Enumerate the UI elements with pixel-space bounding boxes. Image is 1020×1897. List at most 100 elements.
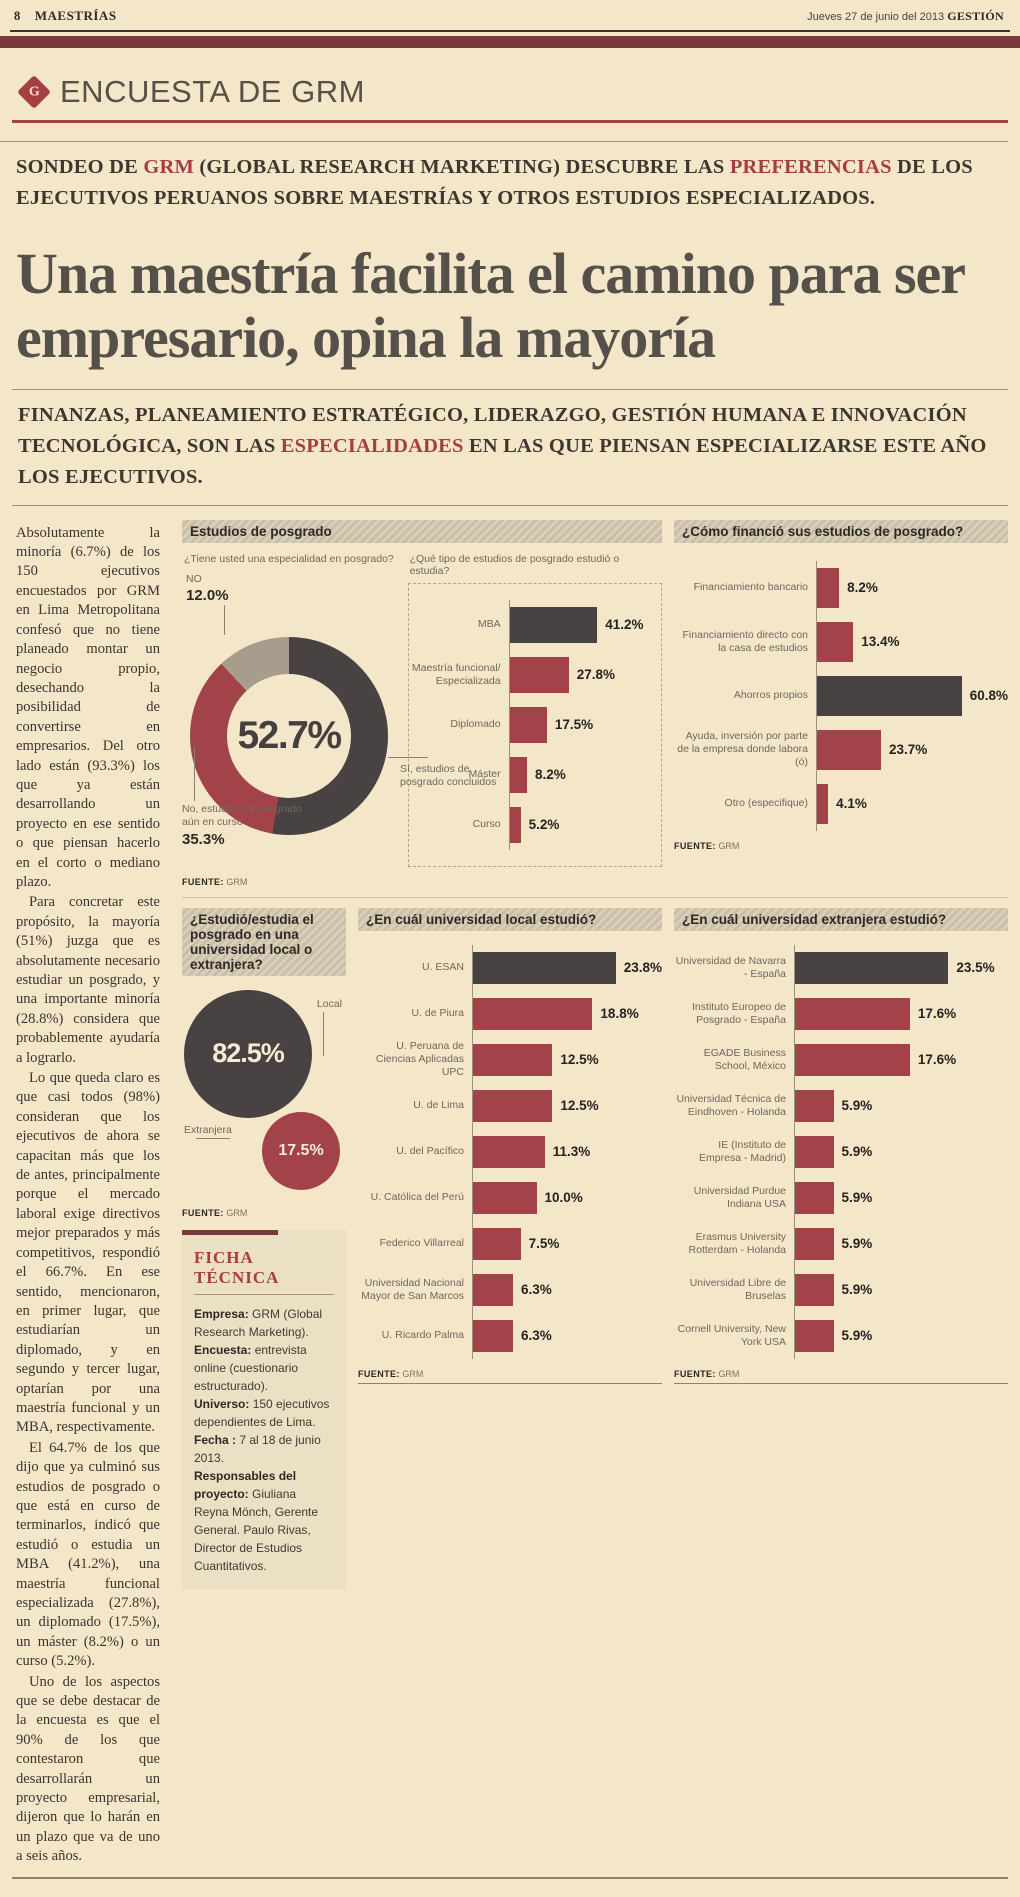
- bar-label: Máster: [468, 768, 501, 781]
- bar-label: U. Peruana de Ciencias Aplicadas UPC: [375, 1039, 464, 1079]
- page-bottom-rule: [12, 1876, 1008, 1879]
- panel-estudios-posgrado: Estudios de posgrado ¿Tiene usted una es…: [182, 519, 662, 887]
- bar-label: U. del Pacífico: [396, 1145, 464, 1158]
- connector-line: [194, 746, 195, 801]
- bar-label: Otro (especifique): [724, 797, 808, 810]
- bar-track: 23.5%: [794, 944, 1008, 991]
- bar-label: Financiamiento directo con la casa de es…: [682, 628, 808, 654]
- section-banner: G ENCUESTA DE GRM: [17, 74, 1020, 110]
- bar: [473, 1273, 514, 1306]
- bar-track: 6.3%: [472, 1266, 662, 1313]
- bar-row: Universidad Técnica de Eindhoven - Holan…: [674, 1082, 1008, 1129]
- ficha-row: Fecha : 7 al 18 de junio 2013.: [194, 1432, 321, 1465]
- bar-track: 12.5%: [472, 1036, 662, 1083]
- charts-row-1: Estudios de posgrado ¿Tiene usted una es…: [182, 519, 1008, 898]
- bar-track: 27.8%: [508, 649, 651, 700]
- panel-title: ¿Cómo financió sus estudios de posgrado?: [674, 519, 1008, 543]
- bar-track: 8.2%: [508, 749, 651, 800]
- date-masthead: Jueves 27 de junio del 2013 GESTIÓN: [807, 9, 1004, 24]
- masthead: GESTIÓN: [947, 9, 1004, 23]
- ficha-tecnica: FICHA TÉCNICA Empresa: GRM (Global Resea…: [182, 1229, 346, 1589]
- bar-track: 5.9%: [794, 1266, 1008, 1313]
- ficha-row: Universo: 150 ejecutivos dependientes de…: [194, 1396, 330, 1429]
- circle-extranjera: 17.5%: [262, 1111, 340, 1190]
- issue-date: Jueves 27 de junio del 2013: [807, 11, 945, 23]
- bar-value: 6.3%: [521, 1328, 552, 1344]
- bar-value: 23.8%: [623, 960, 662, 976]
- donut-ring: [190, 636, 388, 835]
- source-note: FUENTE: GRM: [358, 1369, 662, 1384]
- ficha-row: Encuesta: entrevista online (cuestionari…: [194, 1342, 307, 1393]
- bar-value: 5.9%: [841, 1190, 873, 1206]
- grm-diamond-logo-icon: G: [17, 75, 51, 109]
- circle-extranjera-label: Extranjera: [184, 1123, 232, 1136]
- bar-value: 12.5%: [560, 1098, 599, 1114]
- type-bars-column: ¿Qué tipo de estudios de posgrado estudi…: [407, 543, 662, 867]
- bar-row: Ahorros propios 60.8%: [674, 668, 1008, 723]
- source-note: FUENTE: GRM: [182, 1207, 248, 1218]
- bar-value: 6.3%: [521, 1282, 552, 1298]
- panel-financiamiento: ¿Cómo financió sus estudios de posgrado?…: [674, 519, 1008, 887]
- bar-value: 12.5%: [560, 1052, 599, 1068]
- content-area: Absolutamente la minoría (6.7%) de los 1…: [0, 506, 1020, 1867]
- bar-label: MBA: [477, 618, 501, 631]
- bar-row: U. Peruana de Ciencias Aplicadas UPC 12.…: [358, 1036, 662, 1083]
- bar-value: 60.8%: [969, 688, 1008, 704]
- bar-value: 10.0%: [544, 1190, 583, 1206]
- type-bar-chart: MBA 41.2% Maestría funcional/ Especial: [407, 582, 662, 867]
- bar: [795, 951, 949, 984]
- connector-line: [388, 756, 428, 758]
- donut-chart: 52.7% NO 12.0% No, estudios de posgrado …: [182, 571, 496, 863]
- source-note: FUENTE: GRM: [674, 1369, 1008, 1384]
- bar-value: 8.2%: [535, 767, 566, 783]
- bar-row: U. Ricardo Palma 6.3%: [358, 1312, 662, 1359]
- bar-label: Financiamiento bancario: [693, 581, 808, 594]
- bar-value: 7.5%: [528, 1236, 560, 1252]
- article-paragraph: Lo que queda claro es que casi todos (98…: [16, 1070, 160, 1436]
- bar: [473, 1135, 545, 1168]
- panel-title: Estudios de posgrado: [182, 519, 662, 543]
- bar: [817, 675, 962, 716]
- kicker: SONDEO DE GRM (GLOBAL RESEARCH MARKETING…: [0, 141, 1008, 226]
- page-header: 8 MAESTRÍAS Jueves 27 de junio del 2013 G…: [0, 0, 1020, 28]
- bar-track: 10.0%: [472, 1174, 662, 1221]
- bar-row: Universidad Libre de Bruselas 5.9%: [674, 1266, 1008, 1313]
- donut-label-no: NO 12.0%: [186, 572, 229, 605]
- foreign-university-bar-chart: Universidad de Navarra - España 23.5% In…: [674, 944, 1008, 1359]
- bar-row: Instituto Europeo de Posgrado - España 1…: [674, 990, 1008, 1037]
- bar: [795, 1273, 834, 1306]
- bar-track: 7.5%: [472, 1220, 662, 1267]
- article-paragraph: El 64.7% de los que dijo que ya culminó …: [16, 1439, 160, 1670]
- section-banner-title: ENCUESTA DE GRM: [60, 74, 365, 109]
- bar: [509, 706, 547, 743]
- article-paragraph: Uno de los aspectos que se debe destacar…: [16, 1673, 160, 1865]
- bar-track: 23.7%: [816, 722, 1008, 777]
- bar: [795, 1089, 834, 1122]
- bar-value: 5.9%: [841, 1236, 873, 1252]
- bar: [473, 997, 593, 1030]
- bar-row: Universidad Purdue Indiana USA 5.9%: [674, 1174, 1008, 1221]
- bar: [817, 729, 882, 770]
- bar-track: 4.1%: [816, 776, 1008, 831]
- ficha-row: Responsables del proyecto: Giuliana Reyn…: [194, 1468, 319, 1573]
- bar-label: Erasmus University Rotterdam - Holanda: [688, 1230, 786, 1256]
- infographic-area: Estudios de posgrado ¿Tiene usted una es…: [172, 519, 1010, 1867]
- bar-track: 17.6%: [794, 990, 1008, 1037]
- panel-universidad-extranjera: ¿En cuál universidad extranjera estudió?…: [674, 907, 1008, 1589]
- kicker-segment: PREFERENCIAS: [729, 156, 892, 178]
- bar: [817, 621, 854, 662]
- bars-question: ¿Qué tipo de estudios de posgrado estudi…: [409, 552, 620, 577]
- bar: [817, 567, 840, 608]
- financing-bar-chart: Financiamiento bancario 8.2% Financiamie…: [674, 560, 1008, 831]
- bar-value: 17.6%: [917, 1052, 957, 1068]
- bar-value: 11.3%: [552, 1144, 591, 1160]
- bar: [509, 806, 521, 843]
- headline: Una maestría facilita el camino para ser…: [16, 240, 965, 371]
- donut-column: ¿Tiene usted una especialidad en posgrad…: [182, 543, 496, 867]
- bar-label: U. Ricardo Palma: [381, 1329, 464, 1342]
- bar-value: 4.1%: [836, 796, 867, 812]
- bar-value: 5.9%: [841, 1098, 873, 1114]
- kicker-segment: SONDEO DE: [16, 156, 144, 178]
- bar: [509, 656, 569, 693]
- bar-value: 17.5%: [554, 717, 594, 733]
